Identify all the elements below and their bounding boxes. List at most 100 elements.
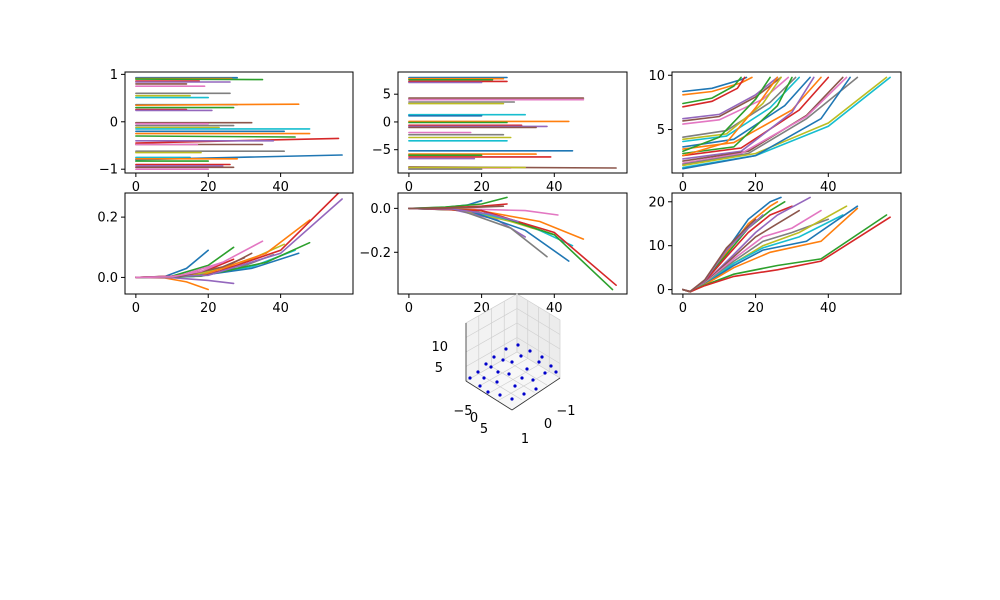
surface-point (554, 370, 558, 374)
x-tick-label: 0 (405, 301, 413, 316)
series-line (682, 76, 782, 141)
y-tick-label: 20 (648, 195, 665, 210)
series-line (682, 76, 851, 170)
x-tick-label: 40 (546, 301, 563, 316)
series-line (408, 205, 505, 210)
surface-point (537, 360, 541, 364)
surface-point (522, 392, 526, 396)
y-tick-label: 10 (648, 239, 665, 254)
surface-point (507, 372, 511, 376)
series-group (682, 76, 891, 170)
axes-frame (397, 192, 628, 295)
y-tick-label: −1 (99, 163, 118, 178)
y-tick-label: 5 (383, 88, 391, 103)
series-group (408, 76, 617, 170)
series-line (135, 276, 235, 285)
subplot-f: 0 20 40 0 10 20 (648, 192, 902, 316)
x-tick-label: 40 (546, 180, 563, 195)
x-tick-label: 5 (480, 422, 488, 437)
y-tick-label: 0.2 (97, 211, 118, 226)
x-tick-label: 20 (200, 301, 217, 316)
surface-point (501, 358, 505, 362)
series-line (682, 76, 793, 155)
surface-point (534, 387, 538, 391)
series-group (135, 193, 343, 291)
series-line (682, 76, 753, 96)
surface-point (496, 370, 500, 374)
surface-point (510, 360, 514, 364)
y-tick-label: 1 (521, 432, 529, 447)
series-line (682, 76, 790, 125)
series-line (682, 76, 779, 157)
surface-point (525, 367, 529, 371)
series-line (682, 76, 848, 164)
x-tick-label: −5 (453, 404, 472, 419)
series-line (682, 76, 822, 150)
x-tick-label: 20 (473, 180, 490, 195)
x-tick-label: 40 (820, 301, 837, 316)
surface-point (549, 364, 553, 368)
series-line (682, 218, 757, 293)
x-tick-label: 0 (132, 180, 140, 195)
series-line (135, 78, 264, 81)
series-line (682, 76, 771, 153)
y-tick-label: 1 (110, 68, 118, 83)
axes-frame (124, 71, 354, 174)
x-tick-label: 20 (747, 180, 764, 195)
y-tick-label: 5 (657, 123, 665, 138)
y-tick-label: 0 (383, 115, 391, 130)
series-line (682, 216, 891, 293)
x-tick-label: 40 (272, 180, 289, 195)
series-group (682, 196, 891, 293)
series-line (682, 76, 888, 167)
x-tick-label: 40 (820, 180, 837, 195)
surface-point (498, 393, 502, 397)
series-line (682, 205, 793, 293)
z-tick-label: 5 (435, 361, 443, 376)
surface-point (484, 362, 488, 366)
y-tick-label: 0 (544, 417, 552, 432)
axes-frame (124, 192, 354, 295)
series-line (135, 103, 300, 106)
axes-frame (397, 71, 628, 174)
x-tick-label: 20 (200, 180, 217, 195)
series-line (682, 76, 815, 160)
subplot-e: 0 20 400.0−0.2 (359, 192, 628, 316)
x-tick-label: 0 (679, 301, 687, 316)
series-line (135, 261, 224, 279)
series-line (135, 219, 311, 279)
axes-frame (671, 71, 902, 174)
y-tick-label: −0.2 (359, 246, 391, 261)
series-line (135, 193, 340, 279)
axes-frame (671, 192, 902, 295)
surface-point (495, 380, 499, 384)
x-tick-label: 0 (679, 180, 687, 195)
series-line (682, 76, 779, 120)
y-tick-label: 0 (110, 115, 118, 130)
z-tick-label: 10 (431, 340, 448, 355)
x-tick-label: 0 (132, 301, 140, 316)
subplot-d: 0 20 40 0.0 0.2 (97, 192, 354, 316)
surface-point (486, 390, 490, 394)
surface-point (528, 349, 532, 353)
surface-point (513, 384, 517, 388)
series-line (682, 209, 800, 293)
surface-point (468, 376, 472, 380)
series-group (408, 196, 617, 291)
y-tick-label: 0.0 (97, 271, 118, 286)
surface-point (478, 384, 482, 388)
x-tick-label: 20 (747, 301, 764, 316)
surface-point (543, 371, 547, 375)
y-tick-label: −5 (372, 143, 391, 158)
surface-point (482, 376, 486, 380)
surface-point (531, 378, 535, 382)
x-tick-label: 0 (470, 411, 478, 426)
subplot-a: 0 20 40 −1 0 1 (99, 68, 354, 195)
series-line (682, 76, 742, 105)
series-line (408, 207, 614, 291)
series-line (682, 76, 859, 166)
surface-point (540, 355, 544, 359)
subplot-3d: 105−505−101 (431, 293, 576, 447)
y-tick-label: 0.0 (370, 202, 391, 217)
y-tick-label: 10 (648, 69, 665, 84)
